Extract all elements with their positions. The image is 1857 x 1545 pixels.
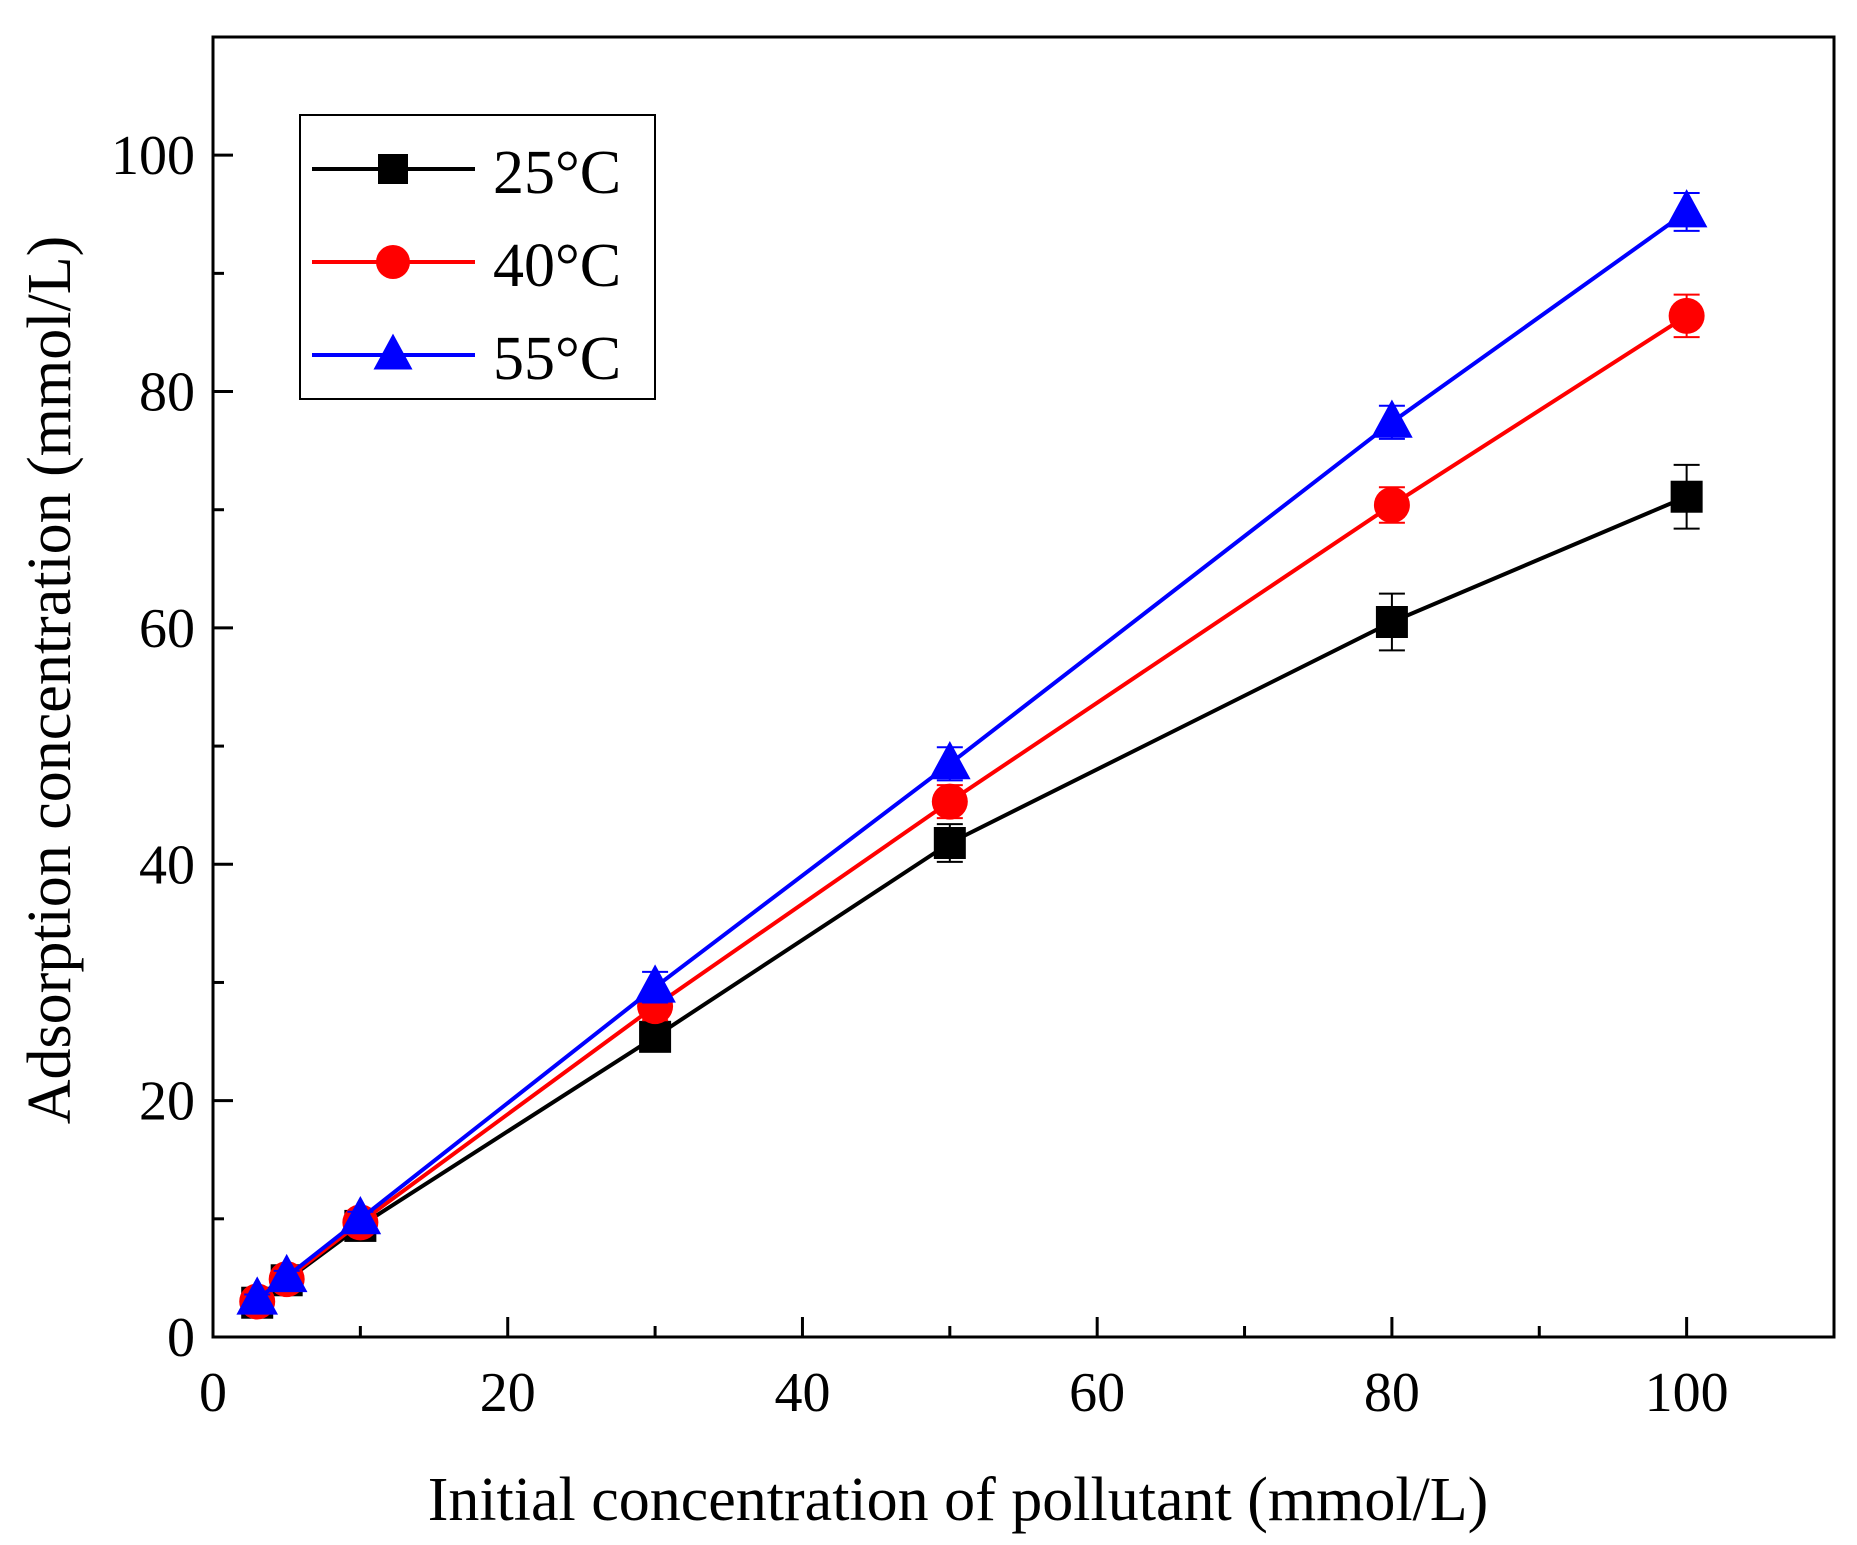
- x-tick-label-80: 80: [1364, 1362, 1420, 1424]
- data-point-2-3: [634, 964, 676, 1003]
- y-axis-title: Adsorption concentration (mmol/L): [16, 236, 84, 1124]
- x-tick-label-0: 0: [199, 1362, 227, 1424]
- y-tick-label-0: 0: [167, 1307, 195, 1369]
- x-tick-label-60: 60: [1069, 1362, 1125, 1424]
- legend-marker-0: [378, 154, 408, 184]
- axes-layer: 0 20 40 60 80 100 0 20 40 60 80 100: [111, 35, 1836, 1424]
- y-tick-label-80: 80: [139, 362, 195, 424]
- series-2: [236, 189, 1708, 1315]
- x-tick-label-40: 40: [774, 1362, 830, 1424]
- data-point-1-4: [931, 783, 968, 820]
- data-point-0-6: [1670, 480, 1703, 513]
- data-point-2-0: [236, 1276, 279, 1315]
- legend-marker-1: [376, 245, 410, 279]
- y-tick-label-60: 60: [139, 598, 195, 660]
- series-layer: [236, 189, 1708, 1320]
- data-point-0-4: [933, 827, 966, 859]
- data-point-2-6: [1665, 189, 1708, 228]
- y-tick-label-100: 100: [111, 125, 195, 187]
- legend-marker-2: [373, 333, 413, 370]
- x-tick-label-20: 20: [480, 1362, 536, 1424]
- data-point-2-5: [1371, 399, 1413, 438]
- legend-box: [299, 114, 656, 400]
- data-point-2-4: [929, 741, 971, 780]
- data-point-0-5: [1375, 606, 1408, 638]
- legend-label-0: 25°C: [493, 139, 621, 207]
- data-point-0-3: [639, 1020, 672, 1053]
- y-tick-label-40: 40: [139, 834, 195, 896]
- legend: 25°C 40°C 55°C: [299, 114, 656, 400]
- x-axis-title: Initial concentration of pollutant (mmol…: [428, 1466, 1489, 1534]
- legend-label-2: 55°C: [493, 325, 621, 393]
- data-point-2-2: [339, 1196, 382, 1235]
- x-tick-label-100: 100: [1645, 1362, 1729, 1424]
- plot-frame: [211, 35, 1836, 1339]
- y-tick-label-20: 20: [139, 1071, 195, 1133]
- legend-label-1: 40°C: [493, 232, 621, 300]
- data-point-1-5: [1373, 487, 1410, 523]
- data-point-1-6: [1668, 297, 1705, 334]
- data-point-2-1: [265, 1253, 308, 1293]
